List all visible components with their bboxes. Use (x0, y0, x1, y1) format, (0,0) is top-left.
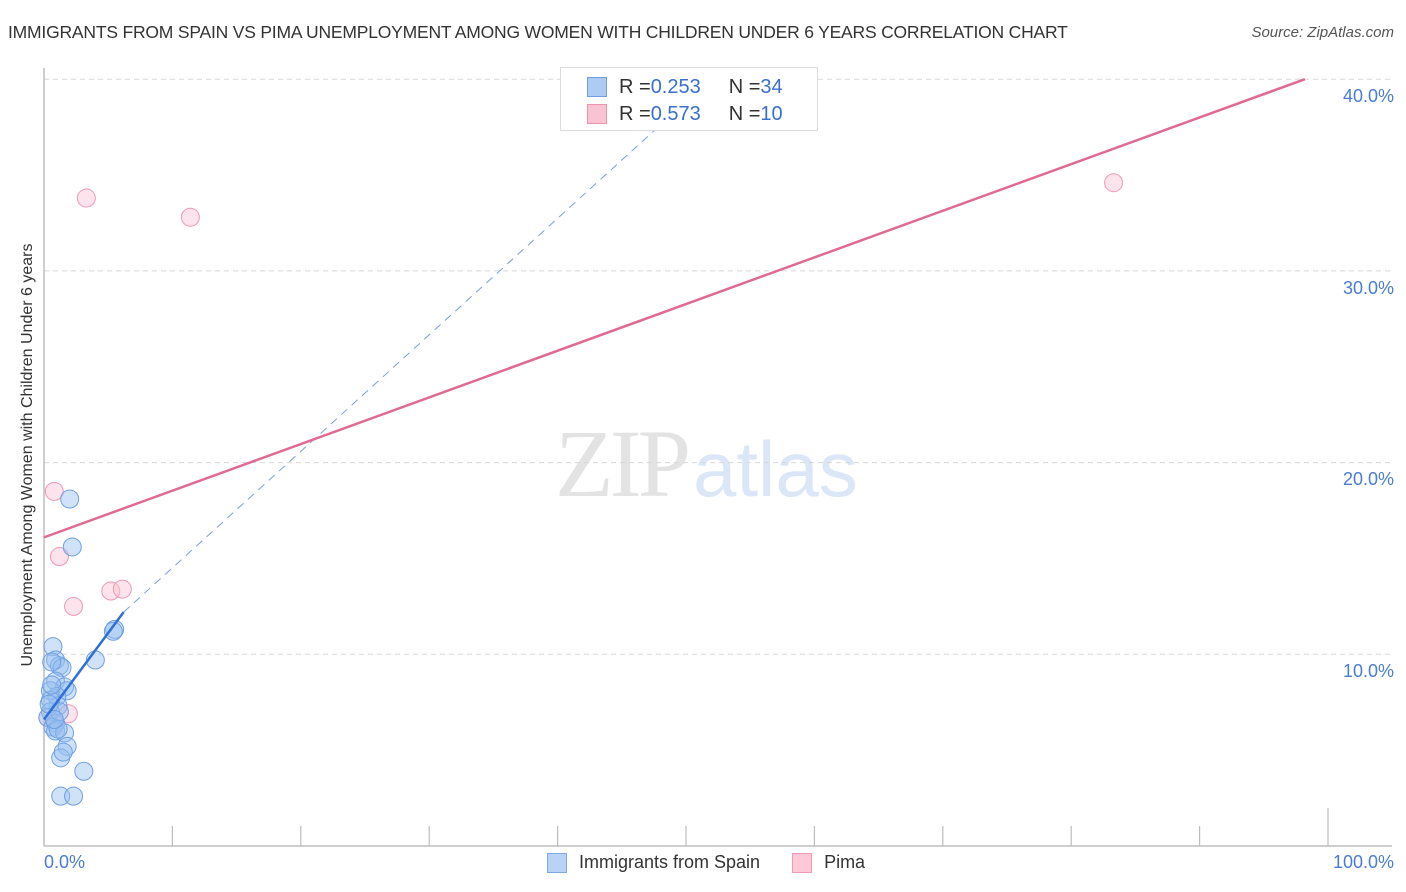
spain-point (74, 761, 94, 781)
y-tick-30: 30.0% (1342, 278, 1394, 298)
y-axis-label: Unemployment Among Women with Children U… (19, 243, 36, 667)
spain-point (42, 652, 62, 672)
x-tick-100: 100.0% (1332, 852, 1394, 872)
legend-item-pima[interactable]: Pima (792, 852, 865, 873)
spain-point (62, 537, 82, 557)
pima-point (112, 579, 132, 599)
spain-point (103, 621, 123, 641)
legend-item-spain[interactable]: Immigrants from Spain (547, 852, 760, 873)
pima-point (64, 596, 84, 616)
axes (43, 68, 1392, 847)
legend-label-spain: Immigrants from Spain (579, 852, 761, 872)
trend-lines (43, 71, 1306, 613)
watermark-atlas: atlas (693, 425, 858, 513)
watermark-zip: ZIP (555, 410, 691, 517)
spain-points (38, 489, 125, 806)
pima-point (44, 481, 64, 501)
legend-n-value: 34 (760, 75, 783, 98)
legend-swatch-spain (587, 77, 607, 97)
pima-point (101, 581, 121, 601)
legend-n-label: N = (728, 102, 761, 125)
correlation-legend: R = 0.253 N = 34 R = 0.573 N = 10 (560, 67, 818, 131)
legend-row-spain: R = 0.253 N = 34 (587, 75, 783, 99)
legend-swatch-spain (547, 852, 567, 873)
legend-label-pima: Pima (824, 852, 866, 872)
spain-trend-line (42, 611, 125, 721)
gridlines (44, 78, 1392, 655)
spain-point (64, 786, 84, 806)
spain-point (53, 742, 73, 762)
pima-point (49, 547, 69, 567)
legend-n-label: N = (728, 75, 761, 98)
x-tick-0: 0.0% (44, 852, 86, 872)
spain-point (48, 719, 68, 739)
y-tick-10: 10.0% (1342, 661, 1394, 681)
source-label: Source: ZipAtlas.com (1251, 24, 1394, 41)
legend-r-label: R = (619, 75, 651, 98)
spain-point (42, 675, 62, 695)
watermark: ZIPatlas (555, 408, 858, 519)
series-legend: Immigrants from Spain Pima (547, 852, 897, 873)
pima-points (38, 173, 1124, 728)
spain-point (57, 736, 77, 756)
pima-trend-line (43, 78, 1306, 539)
chart-title: IMMIGRANTS FROM SPAIN VS PIMA UNEMPLOYME… (8, 22, 1068, 42)
legend-r-value: 0.253 (650, 75, 701, 98)
pima-point (180, 207, 200, 227)
pima-point (1104, 173, 1124, 193)
pima-point (76, 188, 96, 208)
legend-swatch-pima (792, 852, 813, 873)
legend-n-value: 10 (760, 102, 783, 125)
legend-r-label: R = (619, 102, 651, 125)
spain-trend-extension (123, 71, 720, 613)
y-tick-20: 20.0% (1342, 469, 1394, 489)
legend-swatch-pima (587, 104, 607, 124)
legend-row-pima: R = 0.573 N = 10 (587, 102, 783, 126)
legend-r-value: 0.573 (650, 102, 701, 125)
spain-point (60, 489, 80, 509)
y-tick-40: 40.0% (1342, 86, 1394, 106)
